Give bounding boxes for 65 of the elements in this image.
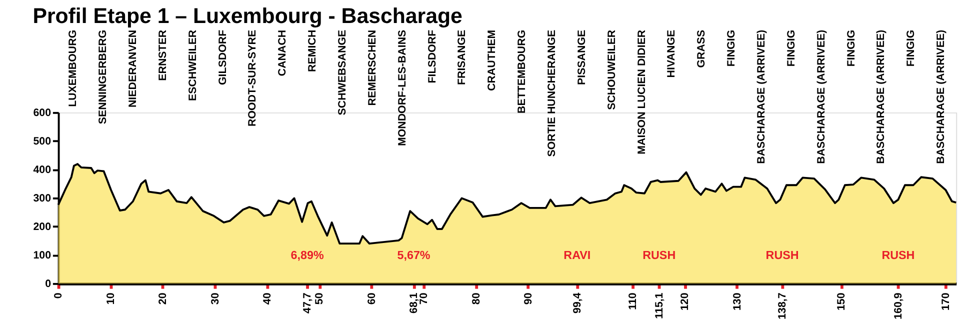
- annotation: BASCHARAGE (ARRIVEE): [935, 29, 948, 164]
- text: HIVANGE: [666, 30, 678, 78]
- annotation: SORTIE HUNCHERANGE: [546, 30, 558, 157]
- annotation: 5,67%: [397, 249, 431, 262]
- annotation: RUSH: [642, 249, 676, 262]
- x-tick-label: 120: [679, 292, 692, 310]
- x-tick-label: 110: [626, 292, 639, 310]
- annotation: MAISON LUCIEN DIDIER: [636, 30, 648, 154]
- y-tick-label: 100: [33, 249, 52, 262]
- annotation: 6,89%: [290, 249, 324, 262]
- annotation: BETTEMBOURG: [516, 30, 528, 114]
- text: FINGIG: [785, 30, 798, 67]
- x-tick-label: 10: [104, 292, 117, 305]
- y-tick-label: 400: [33, 164, 52, 176]
- x-tick-label: 99,4: [572, 292, 584, 314]
- y-tick-label: 200: [33, 220, 52, 233]
- x-tick-label: 50: [314, 292, 326, 305]
- annotation: ROODT-SUR-SYRE: [246, 30, 259, 127]
- text: CRAUTHEM: [486, 30, 498, 91]
- text: GRASS: [696, 30, 708, 68]
- annotation: BASCHARAGE (ARRIVEE): [875, 29, 888, 164]
- x-tick-label: 138,7: [776, 292, 789, 320]
- y-tick-label: 600: [33, 106, 52, 119]
- annotation: BASCHARAGE (ARRIVEE): [815, 29, 828, 164]
- x-tick-label: 20: [157, 292, 170, 305]
- text: NIEDERANVEN: [127, 30, 140, 108]
- x-tick-label: 60: [366, 292, 378, 305]
- x-tick-label: 0: [52, 292, 65, 299]
- x-tick-label: 130: [731, 292, 744, 310]
- text: LUXEMBOURG: [67, 30, 80, 107]
- text: FRISANGE: [456, 30, 468, 86]
- annotation: RUSH: [766, 249, 799, 262]
- annotation: RUSH: [882, 249, 915, 262]
- y-tick-label: 0: [45, 278, 52, 290]
- text: PISSANGE: [576, 30, 588, 86]
- y-tick-label: 300: [33, 192, 52, 204]
- x-tick-label: 170: [940, 292, 952, 310]
- annotation: SCHWEBSANGE: [336, 30, 349, 116]
- text: FINGIG: [845, 30, 858, 67]
- text: REMICH: [306, 30, 319, 72]
- x-tick-label: 40: [261, 292, 274, 305]
- y-tick-label: 500: [33, 135, 52, 148]
- text: REMERSCHEN: [366, 30, 378, 106]
- text: ESCHWEILER: [186, 30, 199, 102]
- chart-title: Profil Etape 1 – Luxembourg - Bascharage: [32, 4, 462, 28]
- x-tick-label: 70: [418, 292, 430, 305]
- text: SCHOUWEILER: [606, 30, 618, 110]
- x-tick-label: 47,7: [302, 292, 314, 314]
- text: GILSDORF: [216, 29, 229, 85]
- x-tick-label: 150: [836, 292, 848, 310]
- x-tick-label: 160,9: [892, 292, 905, 320]
- x-tick-label: 30: [209, 292, 222, 305]
- annotation: BASCHARAGE (ARRIVEE): [756, 29, 768, 164]
- x-tick-label: 80: [470, 292, 482, 305]
- annotation: RAVI: [564, 249, 591, 262]
- x-tick-label: 90: [522, 292, 534, 305]
- annotation: SENNINGERBERG: [97, 30, 110, 124]
- x-tick-label: 115,1: [654, 292, 666, 319]
- text: FINGIG: [905, 30, 918, 67]
- annotation: MONDORF-LES-BAINS: [396, 30, 408, 146]
- text: CANACH: [276, 30, 289, 76]
- text: FINGIG: [726, 30, 738, 67]
- x-tick-label: 68,1: [408, 292, 420, 314]
- text: FILSDORF: [426, 29, 438, 84]
- text: ERNSTER: [156, 30, 169, 81]
